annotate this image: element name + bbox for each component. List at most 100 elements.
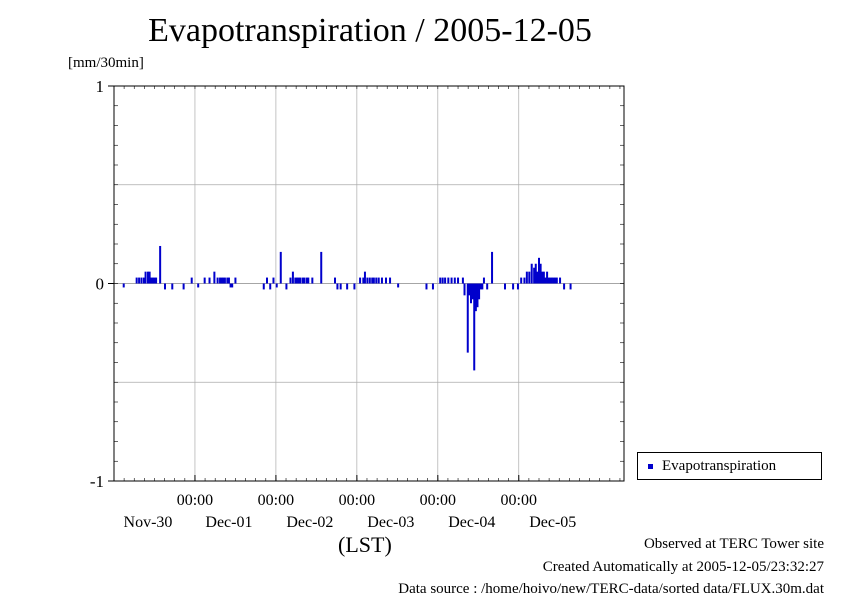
data-bar (234, 277, 237, 284)
data-bar (536, 271, 539, 284)
data-bar (150, 277, 153, 284)
data-bar (159, 245, 162, 284)
data-bar (453, 277, 456, 284)
data-bar (541, 271, 544, 284)
legend-swatch (648, 464, 653, 469)
data-bar (353, 283, 356, 290)
data-bar (220, 277, 223, 284)
legend: Evapotranspiration (637, 452, 822, 480)
data-bar (491, 251, 494, 284)
data-bar (371, 277, 374, 284)
data-bar (530, 263, 533, 284)
data-bar (534, 263, 537, 284)
data-bar (171, 283, 174, 290)
data-bar (512, 283, 515, 290)
data-bar (466, 283, 469, 353)
data-bar (470, 283, 472, 304)
data-bar (359, 277, 362, 284)
data-bar (389, 277, 392, 284)
data-bar (219, 277, 222, 284)
y-tick-label: 0 (96, 275, 105, 294)
footer-site: Observed at TERC Tower site (643, 536, 824, 552)
x-day-label: Dec-05 (529, 514, 576, 531)
data-bar (368, 277, 371, 284)
data-bar (153, 277, 156, 284)
data-bar (471, 283, 474, 300)
data-bar (366, 277, 369, 284)
data-bar (375, 277, 378, 284)
data-bar (208, 277, 211, 284)
data-bar (377, 277, 380, 284)
data-bar (552, 277, 555, 284)
data-bar (303, 277, 306, 284)
data-bar (550, 277, 553, 284)
data-bar (482, 277, 485, 284)
data-bar (122, 283, 125, 288)
data-bar (559, 277, 562, 284)
data-bar (295, 277, 298, 284)
x-day-label: Dec-01 (205, 514, 252, 531)
data-bar (285, 283, 288, 290)
data-bar (372, 277, 375, 284)
data-bar (516, 283, 519, 290)
footer-source: Data source : /home/hoivo/new/TERC-data/… (398, 581, 824, 597)
data-bar (140, 277, 143, 284)
data-bar (431, 283, 434, 290)
data-bar (555, 277, 558, 284)
x-axis-label: (LST) (338, 532, 392, 557)
y-axis-unit-label: [mm/30min] (68, 55, 144, 71)
x-tick-time-label: 00:00 (258, 492, 294, 509)
data-bar (461, 277, 464, 284)
data-bar (305, 277, 308, 284)
data-bar (223, 277, 226, 284)
data-bar (486, 283, 489, 290)
data-bar (148, 271, 151, 284)
data-bar (479, 283, 482, 290)
chart-title: Evapotranspiration / 2005-12-05 (148, 12, 592, 49)
data-bar (155, 277, 158, 284)
data-bar (138, 277, 141, 284)
data-bar (231, 283, 234, 288)
data-bar (262, 283, 265, 290)
x-tick-time-label: 00:00 (420, 492, 456, 509)
data-bar (294, 277, 297, 284)
data-bar (380, 277, 383, 284)
data-bar (147, 271, 149, 284)
data-bar (151, 277, 154, 284)
data-bar (227, 277, 230, 284)
data-bar (339, 283, 342, 290)
data-bar (441, 277, 444, 284)
data-bar (547, 277, 550, 284)
data-bar (546, 271, 549, 284)
data-bar (182, 283, 185, 290)
data-bar (362, 277, 365, 284)
data-bar (226, 277, 229, 284)
data-bar (481, 283, 484, 290)
data-bar (266, 277, 268, 284)
data-bar (463, 283, 466, 296)
x-day-label: Dec-02 (286, 514, 333, 531)
data-bar (563, 283, 566, 290)
x-tick-time-label: 00:00 (177, 492, 213, 509)
legend-label: Evapotranspiration (662, 458, 777, 474)
x-tick-time-label: 00:00 (501, 492, 537, 509)
data-bar (538, 257, 540, 284)
data-bar (216, 277, 219, 284)
data-bar (291, 271, 294, 284)
y-tick-label: 1 (96, 77, 105, 96)
data-bar (468, 283, 471, 296)
data-bar (164, 283, 166, 290)
data-bar (203, 277, 206, 284)
data-bar (197, 283, 200, 288)
data-bar (336, 283, 339, 290)
data-bar (363, 271, 366, 284)
data-bar (334, 277, 336, 284)
data-bar (190, 277, 193, 284)
data-bar (474, 283, 477, 312)
data-bar (297, 277, 300, 284)
data-bar (425, 283, 428, 290)
x-day-label: Nov-30 (124, 514, 173, 531)
data-bar (222, 277, 225, 284)
data-bar (525, 271, 528, 284)
